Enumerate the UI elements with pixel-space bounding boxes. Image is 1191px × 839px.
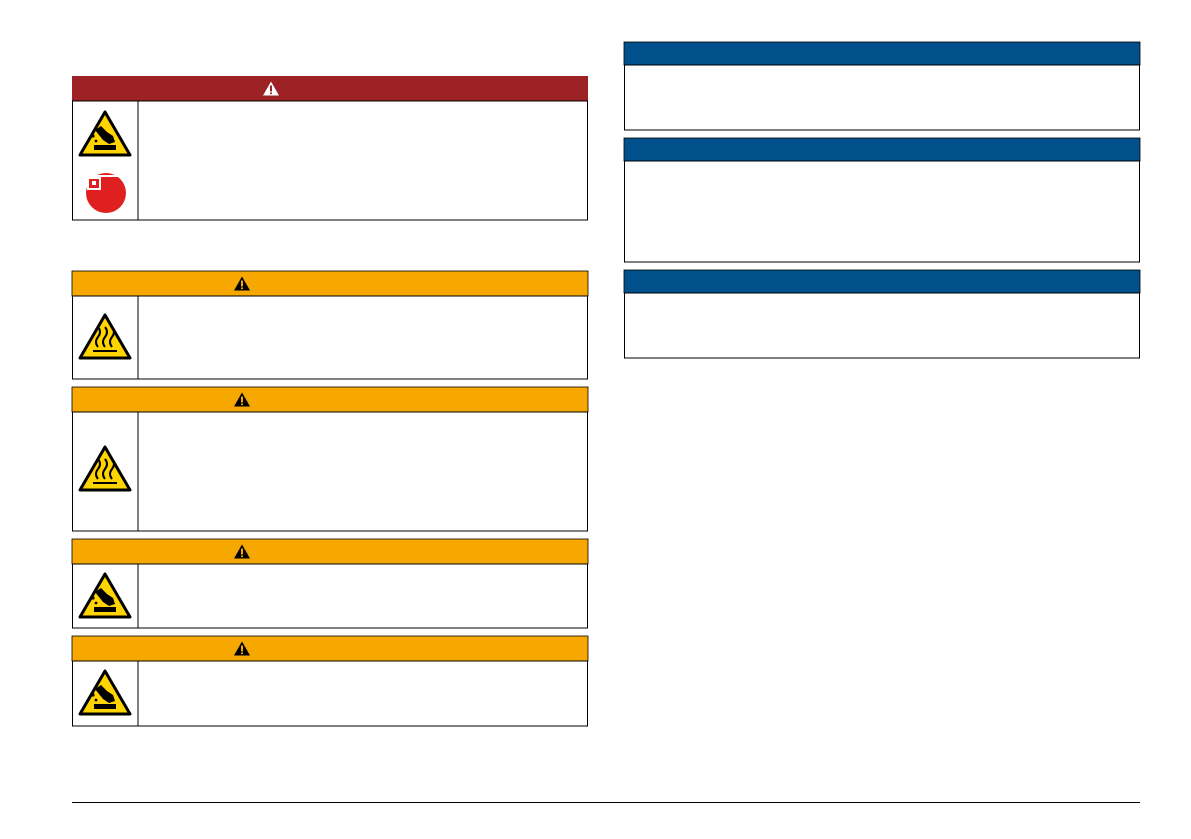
warning-notice [71, 386, 589, 532]
danger-header [72, 76, 588, 101]
hot-surface-icon [78, 445, 132, 492]
corrosive-icon [78, 572, 132, 619]
notice [623, 269, 1141, 359]
warning-icon [263, 81, 279, 96]
danger-body [72, 100, 588, 221]
corrosive-icon [78, 669, 132, 716]
warning-notice [71, 270, 589, 380]
notice [623, 137, 1141, 263]
corrosive-icon [78, 110, 132, 157]
warning-notice [71, 635, 589, 727]
warning-notice [71, 538, 589, 629]
danger-notice [72, 76, 588, 221]
eye-protection-icon [83, 173, 131, 213]
notice [623, 41, 1141, 131]
hot-surface-icon [78, 313, 132, 360]
